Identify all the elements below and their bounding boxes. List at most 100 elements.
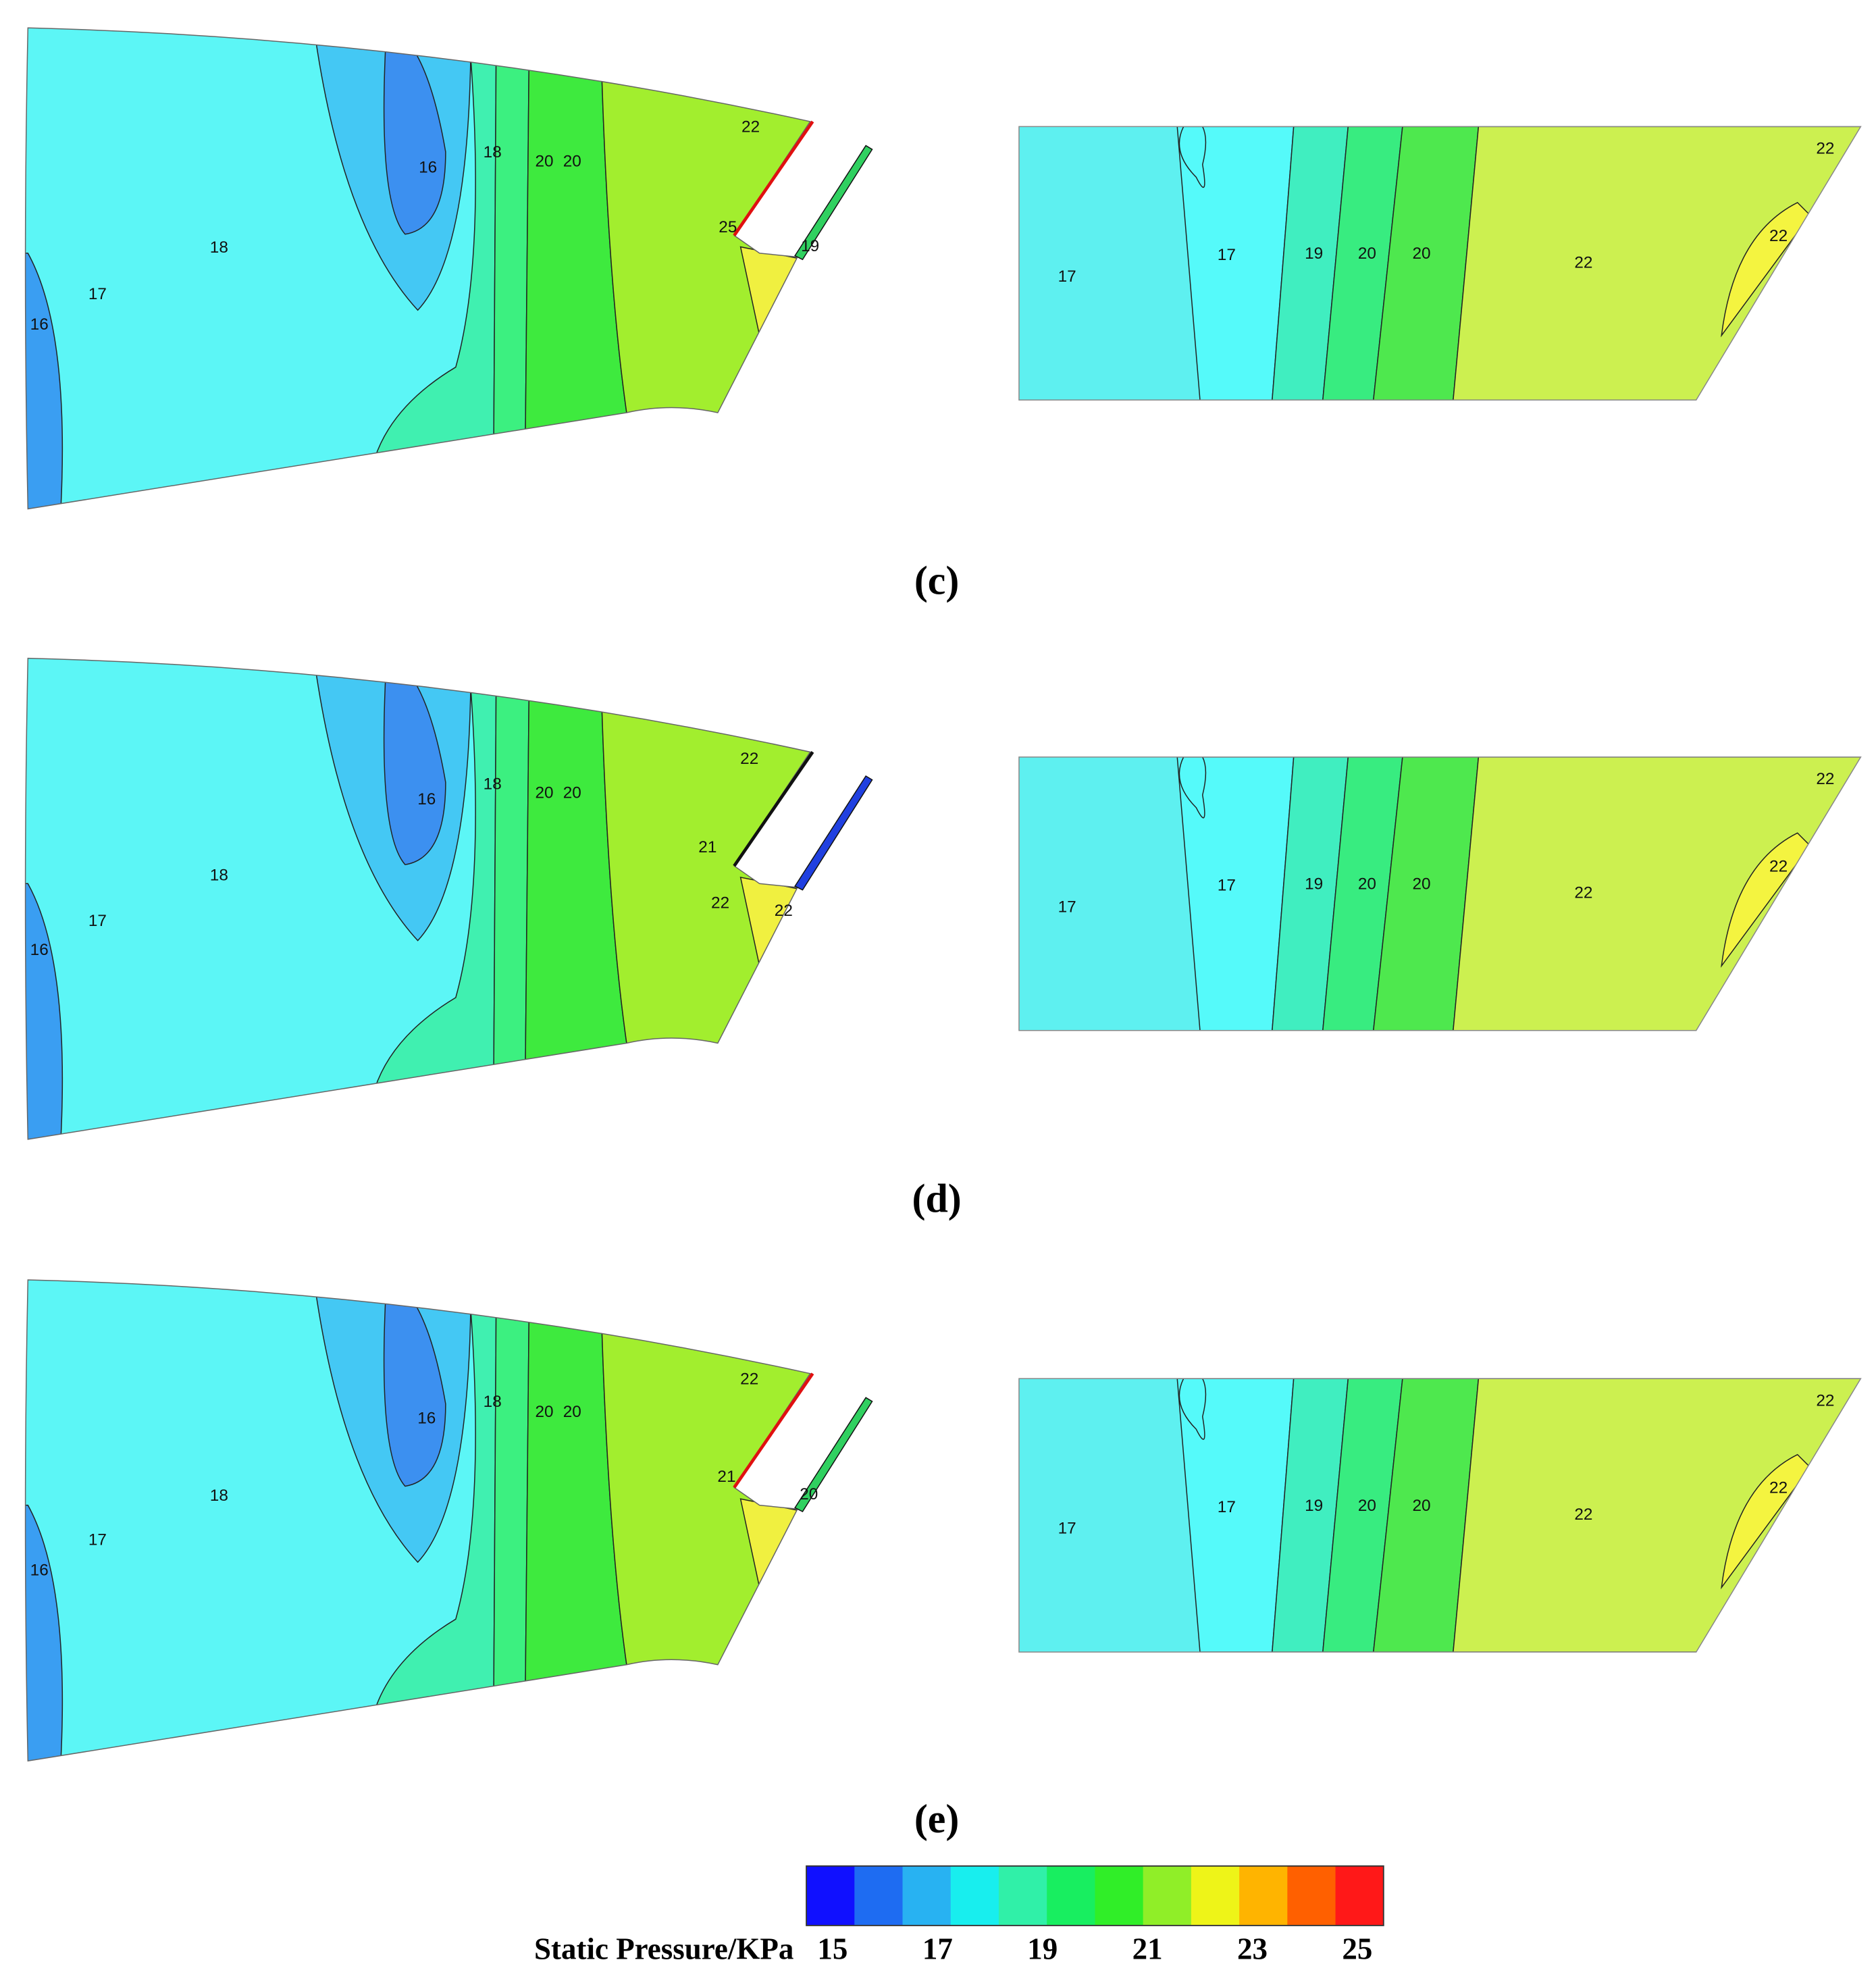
contour-fill bbox=[1322, 1378, 1403, 1653]
contour-label: 16 bbox=[417, 790, 436, 808]
contour-fill bbox=[600, 1310, 810, 1683]
contour-fill bbox=[373, 28, 497, 459]
contour-label: 22 bbox=[740, 1370, 758, 1388]
contour-fill bbox=[1721, 1453, 1811, 1590]
contour-label: 22 bbox=[1816, 770, 1834, 788]
contour-label: 18 bbox=[484, 1393, 502, 1411]
contour-fill bbox=[1453, 1378, 1861, 1653]
colorbar-cell bbox=[1047, 1865, 1095, 1926]
panel-caption: (e) bbox=[914, 1797, 960, 1841]
blade-strip bbox=[794, 775, 873, 891]
contour-label: 21 bbox=[698, 838, 716, 856]
contour-fill bbox=[383, 1287, 446, 1487]
contour-label: 20 bbox=[1358, 1497, 1376, 1515]
blade-edge bbox=[733, 120, 814, 236]
contour-fill bbox=[1721, 832, 1811, 968]
contour-fill bbox=[1453, 126, 1861, 401]
colorbar-cell bbox=[1287, 1865, 1336, 1926]
contour-label: 17 bbox=[1058, 267, 1076, 286]
colorbar-tick-label: 25 bbox=[1342, 1932, 1372, 1966]
contour-line bbox=[1178, 126, 1207, 188]
colorbar-cell bbox=[998, 1865, 1047, 1926]
contour-label: 17 bbox=[1058, 1520, 1076, 1538]
contour-fill bbox=[600, 57, 810, 432]
contour-line bbox=[1178, 1378, 1207, 1440]
contour-label: 20 bbox=[536, 152, 554, 170]
contour-fill bbox=[1176, 1378, 1295, 1653]
contour-label: 19 bbox=[801, 237, 819, 255]
left-contour bbox=[25, 658, 810, 1139]
outline bbox=[1018, 756, 1862, 1031]
contour-label: 21 bbox=[717, 1468, 735, 1486]
panel: 22 16 18 20 20 21 22 22 18 17 16 22 22 17 17 19 20 20 22 bbox=[24, 657, 1862, 1140]
contour-label: 22 bbox=[1574, 884, 1592, 902]
outline bbox=[24, 657, 811, 1140]
contour-line bbox=[1178, 756, 1207, 819]
left-contour bbox=[25, 1279, 810, 1761]
right-contour bbox=[1018, 756, 1861, 1031]
colorbar-tick-label: 19 bbox=[1027, 1932, 1058, 1966]
panel: 22 16 18 20 20 25 19 18 17 16 22 22 17 17 19 20 20 22 bbox=[24, 27, 1862, 510]
colorbar-cell bbox=[1191, 1865, 1240, 1926]
contour-fill bbox=[1372, 1378, 1480, 1653]
contour-fill bbox=[493, 667, 530, 1075]
contour-label: 17 bbox=[88, 285, 107, 303]
contour-label: 22 bbox=[740, 750, 758, 768]
contour-fill bbox=[493, 1289, 530, 1696]
contour-fill bbox=[1721, 201, 1811, 338]
contour-label: 17 bbox=[1058, 898, 1076, 916]
contour-label: 16 bbox=[30, 315, 49, 334]
contour-label: 18 bbox=[210, 238, 228, 257]
colorbar-cell bbox=[1143, 1865, 1192, 1926]
contour-label: 18 bbox=[210, 866, 228, 884]
right-contour bbox=[1018, 1378, 1861, 1653]
outline bbox=[24, 27, 811, 510]
outline bbox=[24, 1279, 811, 1762]
blade-strip bbox=[794, 145, 873, 261]
contour-label: 22 bbox=[1769, 1479, 1788, 1497]
panel-caption: (d) bbox=[912, 1176, 961, 1220]
contour-label: 22 bbox=[1574, 253, 1592, 272]
contour-label: 22 bbox=[1769, 857, 1788, 875]
contour-label: 22 bbox=[775, 902, 793, 920]
contour-label: 22 bbox=[1574, 1505, 1592, 1524]
contour-fill bbox=[1372, 126, 1480, 401]
contour-fill bbox=[373, 658, 497, 1089]
colorbar-cell bbox=[806, 1865, 855, 1926]
contour-fill bbox=[1176, 756, 1295, 1031]
contour-label: 20 bbox=[563, 784, 581, 802]
left-contour bbox=[25, 28, 810, 509]
colorbar-cell bbox=[1095, 1865, 1144, 1926]
outline bbox=[1018, 126, 1862, 401]
contour-label: 19 bbox=[1305, 875, 1323, 894]
blade-edge bbox=[733, 751, 814, 867]
colorbar-tick-label: 23 bbox=[1237, 1932, 1268, 1966]
contour-label: 16 bbox=[417, 1410, 436, 1428]
contour-label: 16 bbox=[30, 941, 49, 959]
contour-label: 22 bbox=[1769, 227, 1788, 245]
panel: 22 16 18 20 20 21 20 18 17 16 22 22 17 17 19 20 20 22 bbox=[24, 1279, 1862, 1762]
contour-label: 22 bbox=[711, 894, 729, 912]
contour-fill bbox=[1453, 756, 1861, 1031]
contour-label: 17 bbox=[1218, 246, 1236, 264]
contour-fill bbox=[373, 1279, 497, 1711]
colorbar-cell bbox=[950, 1865, 999, 1926]
contour-label: 17 bbox=[88, 912, 107, 930]
panel-caption: (c) bbox=[914, 559, 960, 603]
contour-label: 20 bbox=[800, 1485, 818, 1503]
contour-label: 20 bbox=[1412, 1497, 1430, 1515]
contour-fill bbox=[383, 665, 446, 865]
contour-fill bbox=[1176, 126, 1295, 401]
contour-label: 20 bbox=[1412, 875, 1430, 894]
contour-label: 18 bbox=[484, 775, 502, 794]
contour-label: 25 bbox=[719, 218, 737, 236]
outline bbox=[1018, 1378, 1862, 1653]
colorbar-tick-label: 17 bbox=[922, 1932, 953, 1966]
contour-label: 22 bbox=[1816, 1391, 1834, 1410]
right-contour bbox=[1018, 126, 1861, 401]
contour-label: 18 bbox=[210, 1487, 228, 1505]
contour-fill bbox=[1322, 756, 1403, 1031]
contour-fill bbox=[600, 688, 810, 1062]
contour-label: 22 bbox=[1816, 140, 1834, 158]
